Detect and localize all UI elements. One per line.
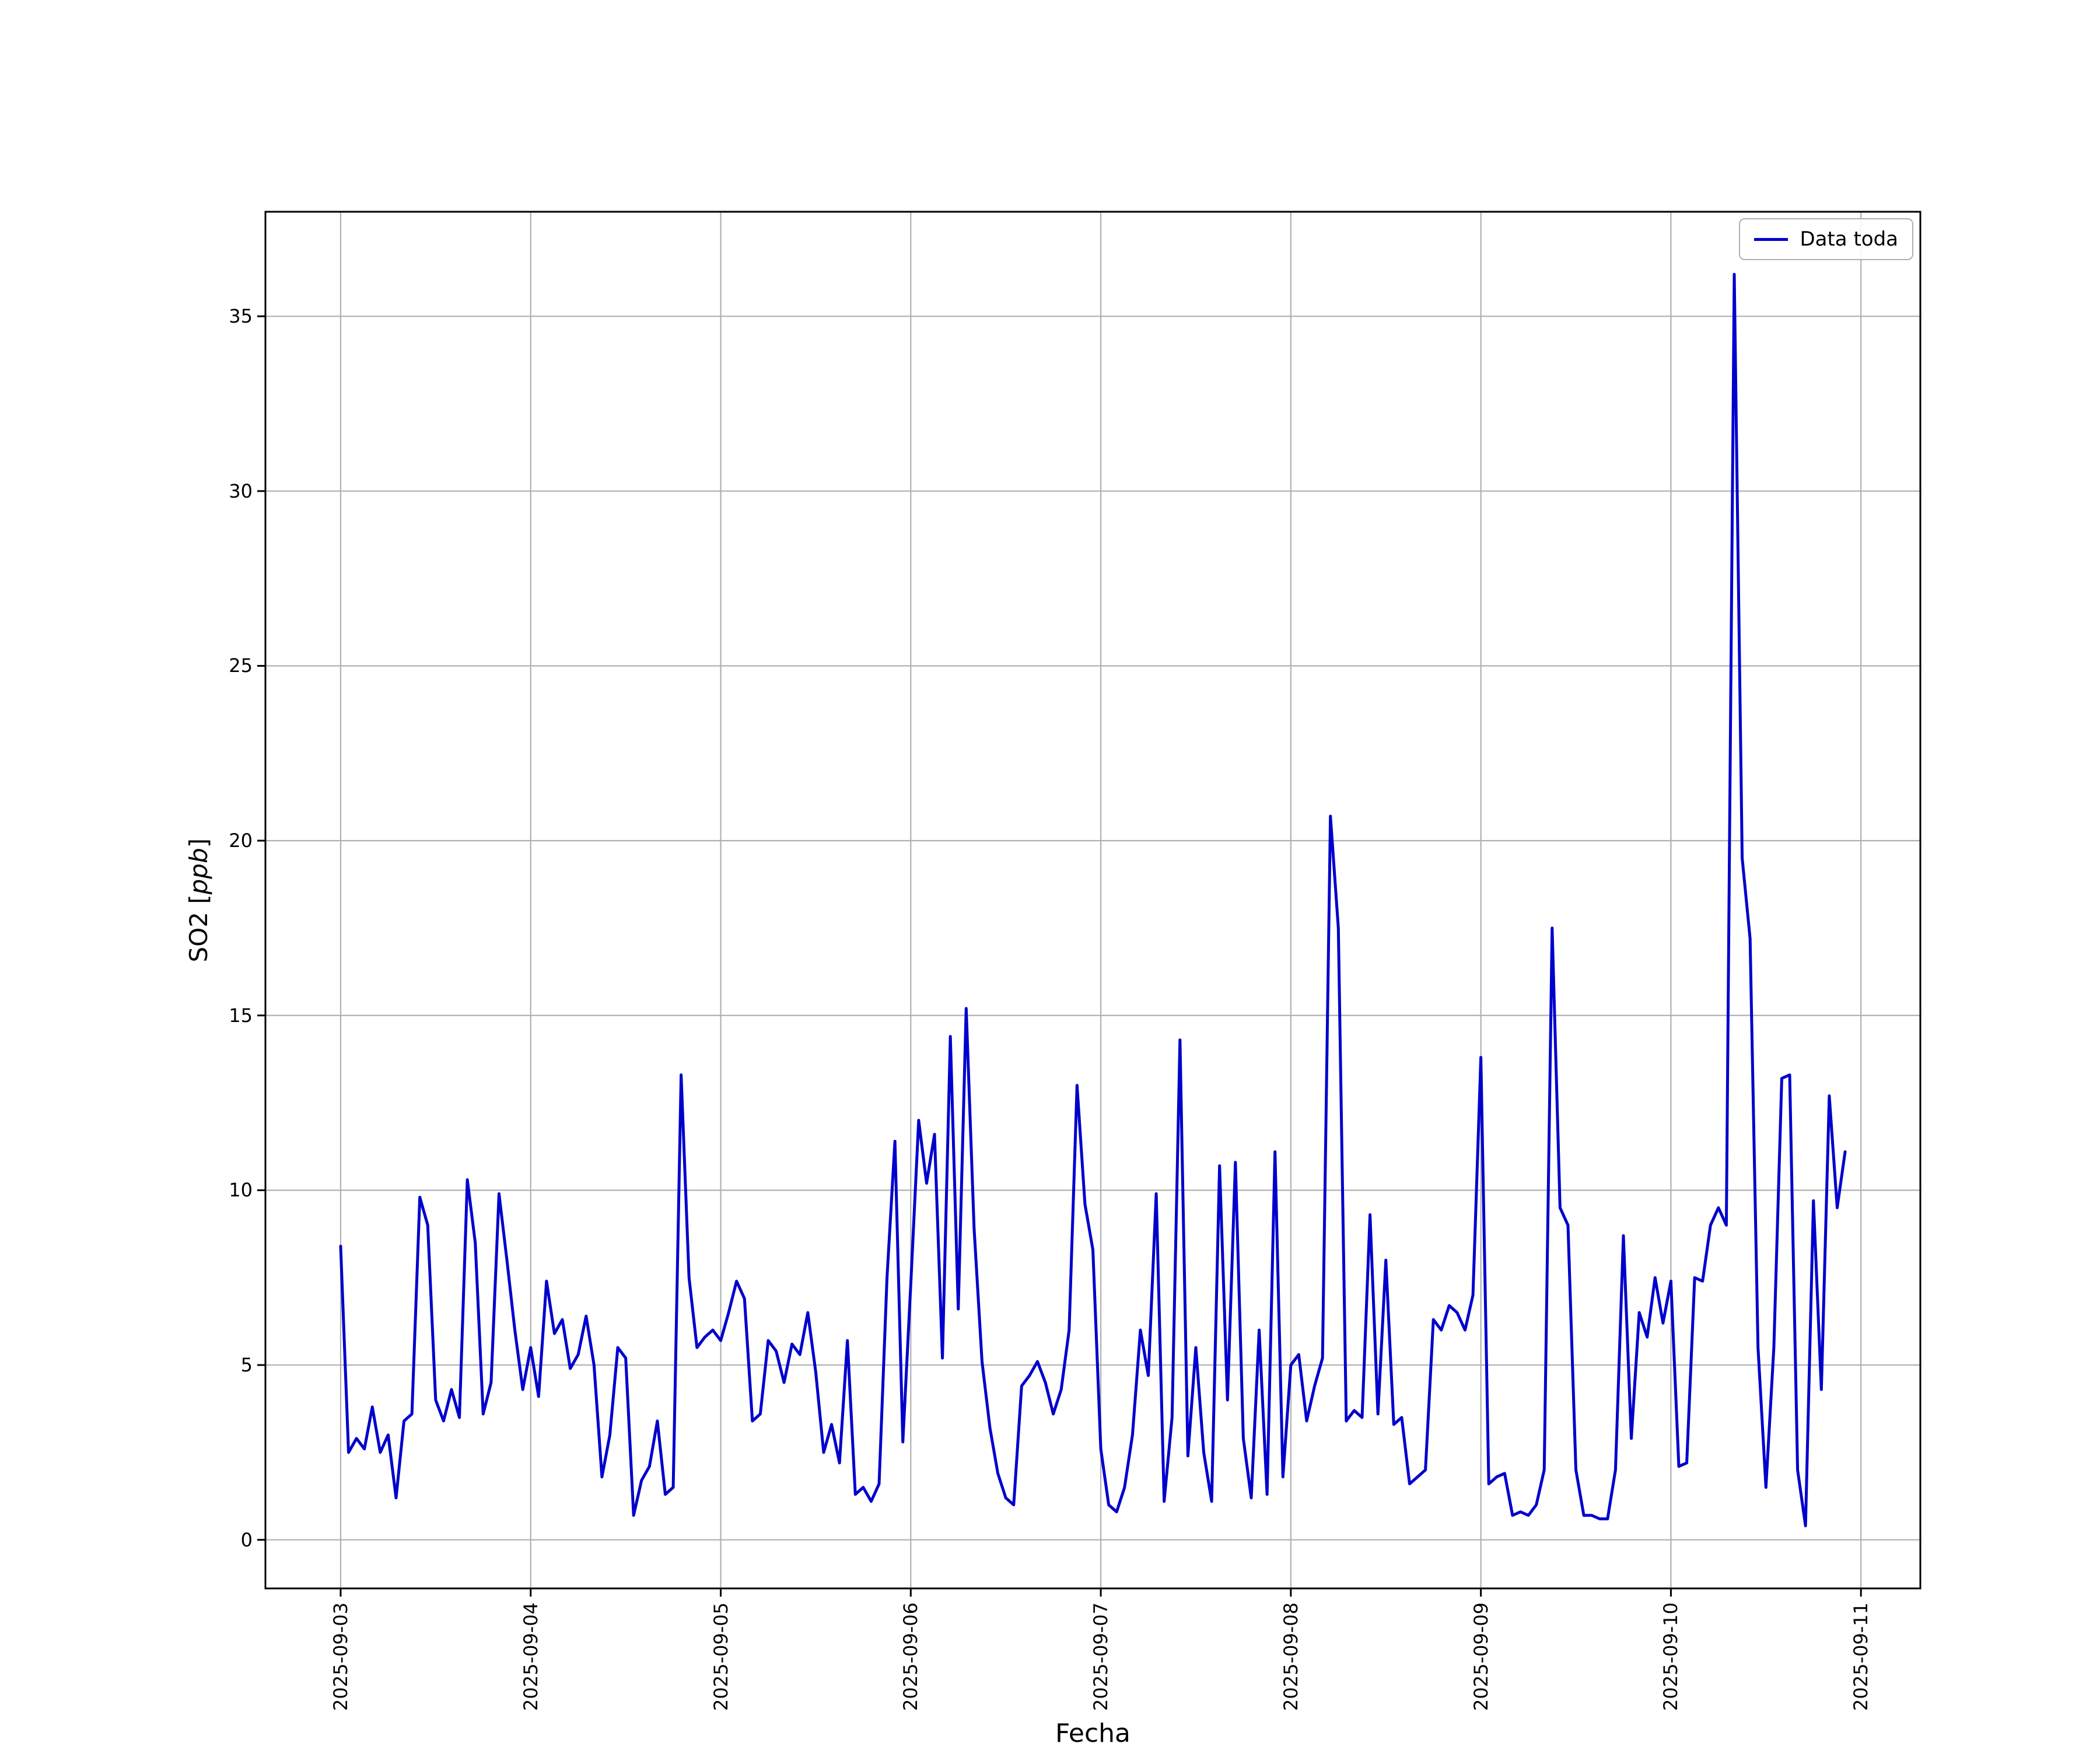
y-tick-label: 35 <box>229 305 253 328</box>
y-axis-label: SO2 [ppb] <box>184 838 213 963</box>
y-tick-label: 0 <box>240 1528 253 1551</box>
x-tick-label: 2025-09-06 <box>900 1602 922 1711</box>
y-tick-label: 15 <box>229 1004 253 1027</box>
y-tick-label: 5 <box>240 1354 253 1377</box>
x-tick-label: 2025-09-04 <box>519 1602 542 1711</box>
y-axis-label-wrap: SO2 [ppb] <box>175 212 222 1588</box>
y-tick-label: 25 <box>229 654 253 677</box>
x-axis-label: Fecha <box>1055 1718 1130 1748</box>
x-tick-label: 2025-09-03 <box>329 1602 352 1711</box>
y-axis-label-prefix: SO2 [ <box>184 894 213 963</box>
x-tick-label: 2025-09-09 <box>1469 1602 1492 1711</box>
x-tick-label: 2025-09-08 <box>1279 1602 1302 1711</box>
legend-label: Data toda <box>1800 228 1898 251</box>
so2-data-line <box>339 272 1847 1528</box>
x-tick-label: 2025-09-07 <box>1090 1602 1112 1711</box>
y-tick-label: 10 <box>229 1179 253 1202</box>
legend: Data toda <box>1739 218 1913 260</box>
x-tick-label: 2025-09-10 <box>1660 1602 1682 1711</box>
y-tick-label: 30 <box>229 480 253 502</box>
y-axis-label-unit: ppb <box>184 848 213 895</box>
y-tick-label: 20 <box>229 830 253 852</box>
legend-line-swatch <box>1754 237 1788 241</box>
x-tick-label: 2025-09-05 <box>709 1602 732 1711</box>
axes-frame <box>264 211 1922 1590</box>
x-tick-label: 2025-09-11 <box>1850 1602 1873 1711</box>
